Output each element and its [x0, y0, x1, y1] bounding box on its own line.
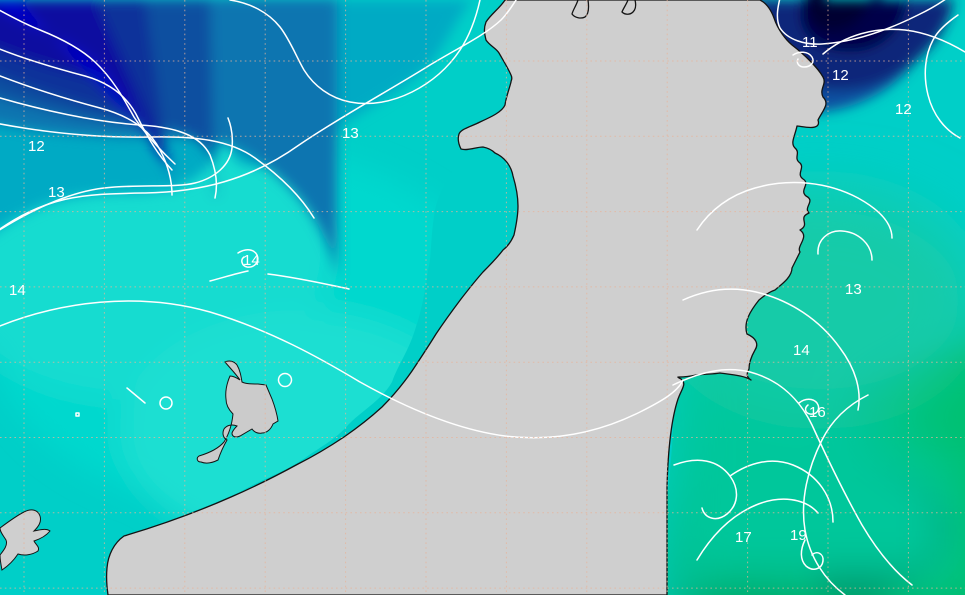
- svg-text:14: 14: [793, 342, 810, 359]
- svg-text:12: 12: [895, 101, 912, 118]
- svg-text:11: 11: [802, 34, 818, 51]
- svg-text:13: 13: [845, 281, 862, 298]
- svg-text:14: 14: [243, 252, 260, 269]
- svg-text:12: 12: [28, 138, 45, 155]
- svg-text:16: 16: [809, 404, 826, 421]
- svg-text:12: 12: [832, 67, 849, 84]
- svg-text:19: 19: [790, 527, 807, 544]
- svg-text:13: 13: [48, 184, 65, 201]
- svg-text:17: 17: [735, 529, 752, 546]
- svg-text:13: 13: [342, 125, 359, 142]
- svg-text:14: 14: [9, 282, 26, 299]
